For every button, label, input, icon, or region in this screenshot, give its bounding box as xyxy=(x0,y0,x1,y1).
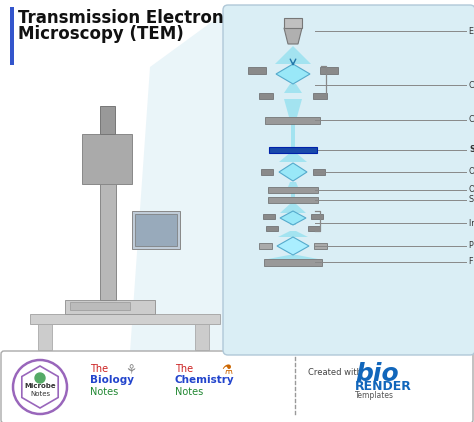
Bar xyxy=(82,134,132,184)
Polygon shape xyxy=(278,231,308,237)
Polygon shape xyxy=(275,46,311,64)
Text: Fluorescent screen: Fluorescent screen xyxy=(469,257,474,267)
Bar xyxy=(314,243,327,249)
Text: The: The xyxy=(90,364,108,374)
Text: Condenser lenses: Condenser lenses xyxy=(469,81,474,89)
Bar xyxy=(308,225,320,230)
Polygon shape xyxy=(291,123,295,148)
Bar xyxy=(30,314,220,324)
Bar xyxy=(313,169,325,175)
Bar xyxy=(268,197,318,203)
Bar xyxy=(65,300,155,314)
Bar xyxy=(259,243,272,249)
Bar xyxy=(248,67,266,73)
Text: Microbe: Microbe xyxy=(24,383,56,389)
FancyBboxPatch shape xyxy=(1,351,473,422)
Polygon shape xyxy=(130,10,228,352)
Text: ⚗: ⚗ xyxy=(221,364,232,377)
Bar xyxy=(268,187,318,193)
Text: ⚘: ⚘ xyxy=(125,364,136,377)
Polygon shape xyxy=(290,223,296,225)
Text: Notes: Notes xyxy=(90,387,118,397)
Bar xyxy=(263,214,275,219)
Bar xyxy=(320,67,338,73)
Text: RENDER: RENDER xyxy=(355,380,412,393)
Polygon shape xyxy=(288,182,298,187)
Bar xyxy=(259,93,273,99)
Text: Electron source: Electron source xyxy=(469,27,474,35)
Polygon shape xyxy=(279,152,307,162)
Bar xyxy=(265,116,320,124)
Text: Condenser aperture: Condenser aperture xyxy=(469,116,474,124)
Polygon shape xyxy=(284,99,302,117)
Text: Microscopy (TEM): Microscopy (TEM) xyxy=(18,25,184,43)
Polygon shape xyxy=(284,28,302,44)
Text: Sample: Sample xyxy=(469,146,474,154)
Bar xyxy=(261,169,273,175)
Polygon shape xyxy=(284,84,302,93)
Text: The: The xyxy=(175,364,193,374)
Text: bio: bio xyxy=(355,362,399,386)
Circle shape xyxy=(13,360,67,414)
Bar xyxy=(100,180,116,300)
Text: Selected area aperture: Selected area aperture xyxy=(469,195,474,205)
Polygon shape xyxy=(280,203,306,213)
Text: Templates: Templates xyxy=(355,391,394,400)
Bar xyxy=(100,106,115,134)
Polygon shape xyxy=(277,237,309,255)
FancyBboxPatch shape xyxy=(223,5,474,355)
Bar xyxy=(195,324,209,350)
Bar xyxy=(313,93,327,99)
Text: Projective lens: Projective lens xyxy=(469,241,474,251)
Text: Objective lens: Objective lens xyxy=(469,168,474,176)
Bar xyxy=(311,214,323,219)
Bar xyxy=(135,214,177,246)
Polygon shape xyxy=(279,163,307,181)
Bar xyxy=(10,7,14,65)
Text: Notes: Notes xyxy=(175,387,203,397)
Bar xyxy=(264,259,322,265)
Circle shape xyxy=(35,373,45,383)
Text: Biology: Biology xyxy=(90,375,134,385)
Text: Chemistry: Chemistry xyxy=(175,375,235,385)
Polygon shape xyxy=(280,211,306,225)
Bar xyxy=(269,147,317,153)
Bar xyxy=(38,324,52,350)
Text: Created with: Created with xyxy=(308,368,362,377)
Polygon shape xyxy=(268,255,318,259)
Polygon shape xyxy=(291,193,295,197)
Polygon shape xyxy=(276,64,310,84)
Text: Notes: Notes xyxy=(30,391,50,397)
Bar xyxy=(70,302,130,310)
Text: Transmission Electron: Transmission Electron xyxy=(18,9,224,27)
Bar xyxy=(132,211,180,249)
Text: Objective aperture: Objective aperture xyxy=(469,186,474,195)
Bar xyxy=(284,18,302,28)
Bar xyxy=(266,225,278,230)
Text: Intermediate lenses: Intermediate lenses xyxy=(469,219,474,227)
